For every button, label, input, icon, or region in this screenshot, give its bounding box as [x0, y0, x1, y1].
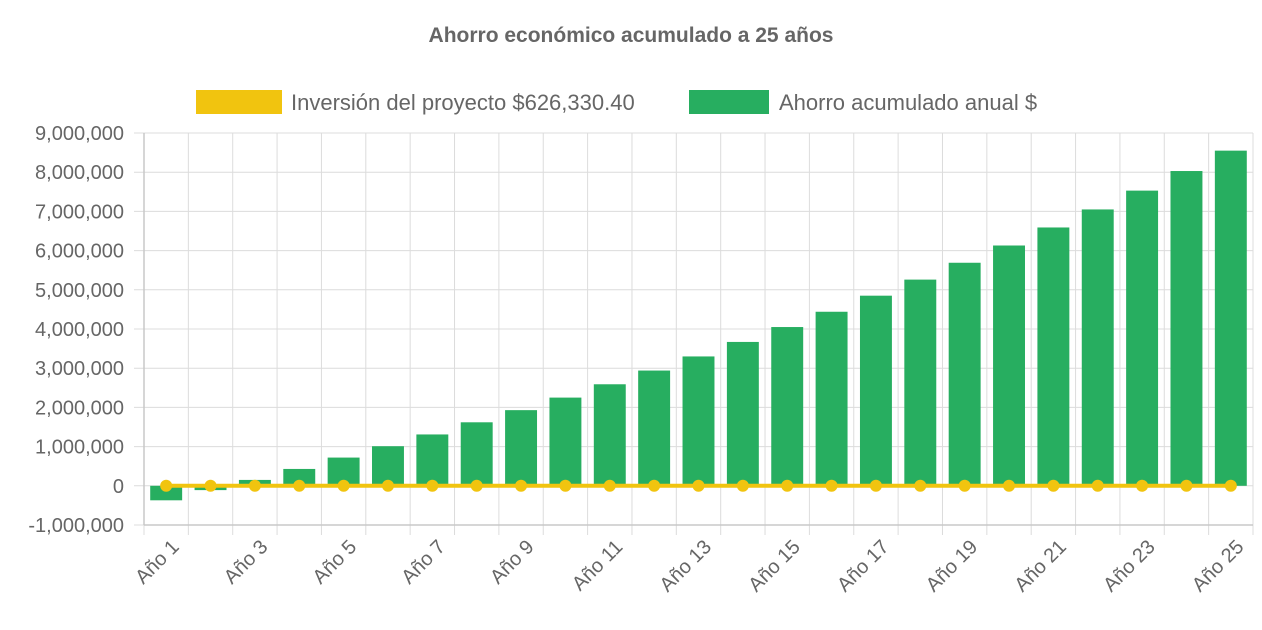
- bar-17[interactable]: [859, 295, 892, 486]
- investment-point-23[interactable]: [1136, 479, 1149, 492]
- x-tick-label: Año 21: [1011, 536, 1071, 596]
- investment-point-13[interactable]: [692, 479, 705, 492]
- investment-point-12[interactable]: [648, 479, 661, 492]
- investment-point-10[interactable]: [559, 479, 572, 492]
- gridlines: [134, 132, 1254, 535]
- x-tick-label: Año 17: [833, 536, 893, 596]
- x-tick-label: Año 13: [656, 536, 716, 596]
- investment-point-3[interactable]: [248, 479, 261, 492]
- investment-point-11[interactable]: [603, 479, 616, 492]
- x-axis: Año 1 Año 3 Año 5 Año 7 Año 9 Año 11 Año 13 Año…: [131, 536, 1248, 596]
- investment-point-15[interactable]: [781, 479, 794, 492]
- bar-13[interactable]: [682, 356, 715, 486]
- x-tick-label: Año 5: [309, 536, 362, 589]
- investment-point-7[interactable]: [426, 479, 439, 492]
- x-tick-label: Año 11: [568, 536, 627, 595]
- bar-15[interactable]: [771, 327, 804, 486]
- line-series: [160, 479, 1237, 492]
- investment-point-21[interactable]: [1047, 479, 1060, 492]
- y-tick-label: 5,000,000: [35, 280, 124, 302]
- bar-20[interactable]: [993, 245, 1025, 486]
- bar-8[interactable]: [460, 422, 493, 486]
- y-axis: 9,000,000 8,000,000 7,000,000 6,000,000 5,00…: [28, 123, 124, 537]
- y-tick-label: 1,000,000: [35, 437, 124, 459]
- investment-point-25[interactable]: [1224, 479, 1237, 492]
- investment-point-20[interactable]: [1003, 479, 1016, 492]
- x-tick-label: Año 15: [744, 536, 804, 596]
- bar-16[interactable]: [815, 311, 848, 486]
- investment-point-14[interactable]: [736, 479, 749, 492]
- bar-24[interactable]: [1170, 171, 1203, 486]
- y-tick-label: 6,000,000: [35, 241, 124, 263]
- bar-4[interactable]: [283, 468, 316, 486]
- y-tick-label: 0: [113, 476, 124, 498]
- chart-title: Ahorro económico acumulado a 25 años: [429, 24, 834, 47]
- investment-point-8[interactable]: [470, 479, 483, 492]
- legend-swatch-savings: [689, 90, 769, 114]
- x-tick-label: Año 23: [1099, 536, 1159, 596]
- bar-10[interactable]: [549, 397, 582, 486]
- legend-item-savings[interactable]: Ahorro acumulado anual $: [689, 90, 1037, 115]
- x-tick-label: Año 19: [922, 536, 982, 596]
- y-tick-label: 3,000,000: [35, 358, 124, 380]
- investment-point-19[interactable]: [958, 479, 971, 492]
- bar-9[interactable]: [505, 410, 538, 486]
- bar-18[interactable]: [904, 279, 937, 486]
- investment-point-4[interactable]: [293, 479, 306, 492]
- y-tick-label: 8,000,000: [35, 162, 124, 184]
- y-tick-label: 4,000,000: [35, 319, 124, 341]
- investment-point-9[interactable]: [515, 479, 528, 492]
- investment-point-17[interactable]: [869, 479, 882, 492]
- x-tick-label: Año 1: [131, 536, 184, 589]
- bar-12[interactable]: [638, 370, 671, 486]
- legend-item-investment[interactable]: Inversión del proyecto $626,330.40: [196, 90, 635, 115]
- y-tick-label: 9,000,000: [35, 123, 124, 145]
- legend: Inversión del proyecto $626,330.40 Ahorr…: [196, 90, 1037, 115]
- bar-14[interactable]: [726, 341, 759, 486]
- bar-19[interactable]: [948, 262, 981, 486]
- x-tick-label: Año 9: [486, 536, 539, 589]
- bar-22[interactable]: [1081, 209, 1114, 486]
- bar-1[interactable]: [150, 485, 183, 501]
- bar-21[interactable]: [1037, 227, 1070, 486]
- investment-point-22[interactable]: [1091, 479, 1104, 492]
- x-tick-label: Año 3: [220, 536, 273, 589]
- bar-6[interactable]: [372, 446, 404, 486]
- x-tick-label: Año 7: [397, 536, 450, 589]
- legend-label-savings: Ahorro acumulado anual $: [779, 90, 1037, 115]
- bar-7[interactable]: [416, 434, 449, 486]
- bar-11[interactable]: [593, 384, 626, 486]
- investment-point-18[interactable]: [914, 479, 927, 492]
- investment-point-2[interactable]: [204, 479, 217, 492]
- bar-series: [150, 150, 1247, 501]
- investment-point-5[interactable]: [337, 479, 350, 492]
- x-tick-label: Año 25: [1188, 536, 1248, 596]
- y-tick-label: 2,000,000: [35, 397, 124, 419]
- bar-25[interactable]: [1214, 150, 1247, 486]
- investment-point-24[interactable]: [1180, 479, 1193, 492]
- y-tick-label: -1,000,000: [28, 515, 124, 537]
- y-tick-label: 7,000,000: [35, 201, 124, 223]
- investment-point-16[interactable]: [825, 479, 838, 492]
- bar-23[interactable]: [1126, 190, 1159, 486]
- legend-swatch-investment: [196, 90, 282, 114]
- legend-label-investment: Inversión del proyecto $626,330.40: [291, 90, 635, 115]
- investment-point-6[interactable]: [381, 479, 394, 492]
- investment-point-1[interactable]: [160, 479, 173, 492]
